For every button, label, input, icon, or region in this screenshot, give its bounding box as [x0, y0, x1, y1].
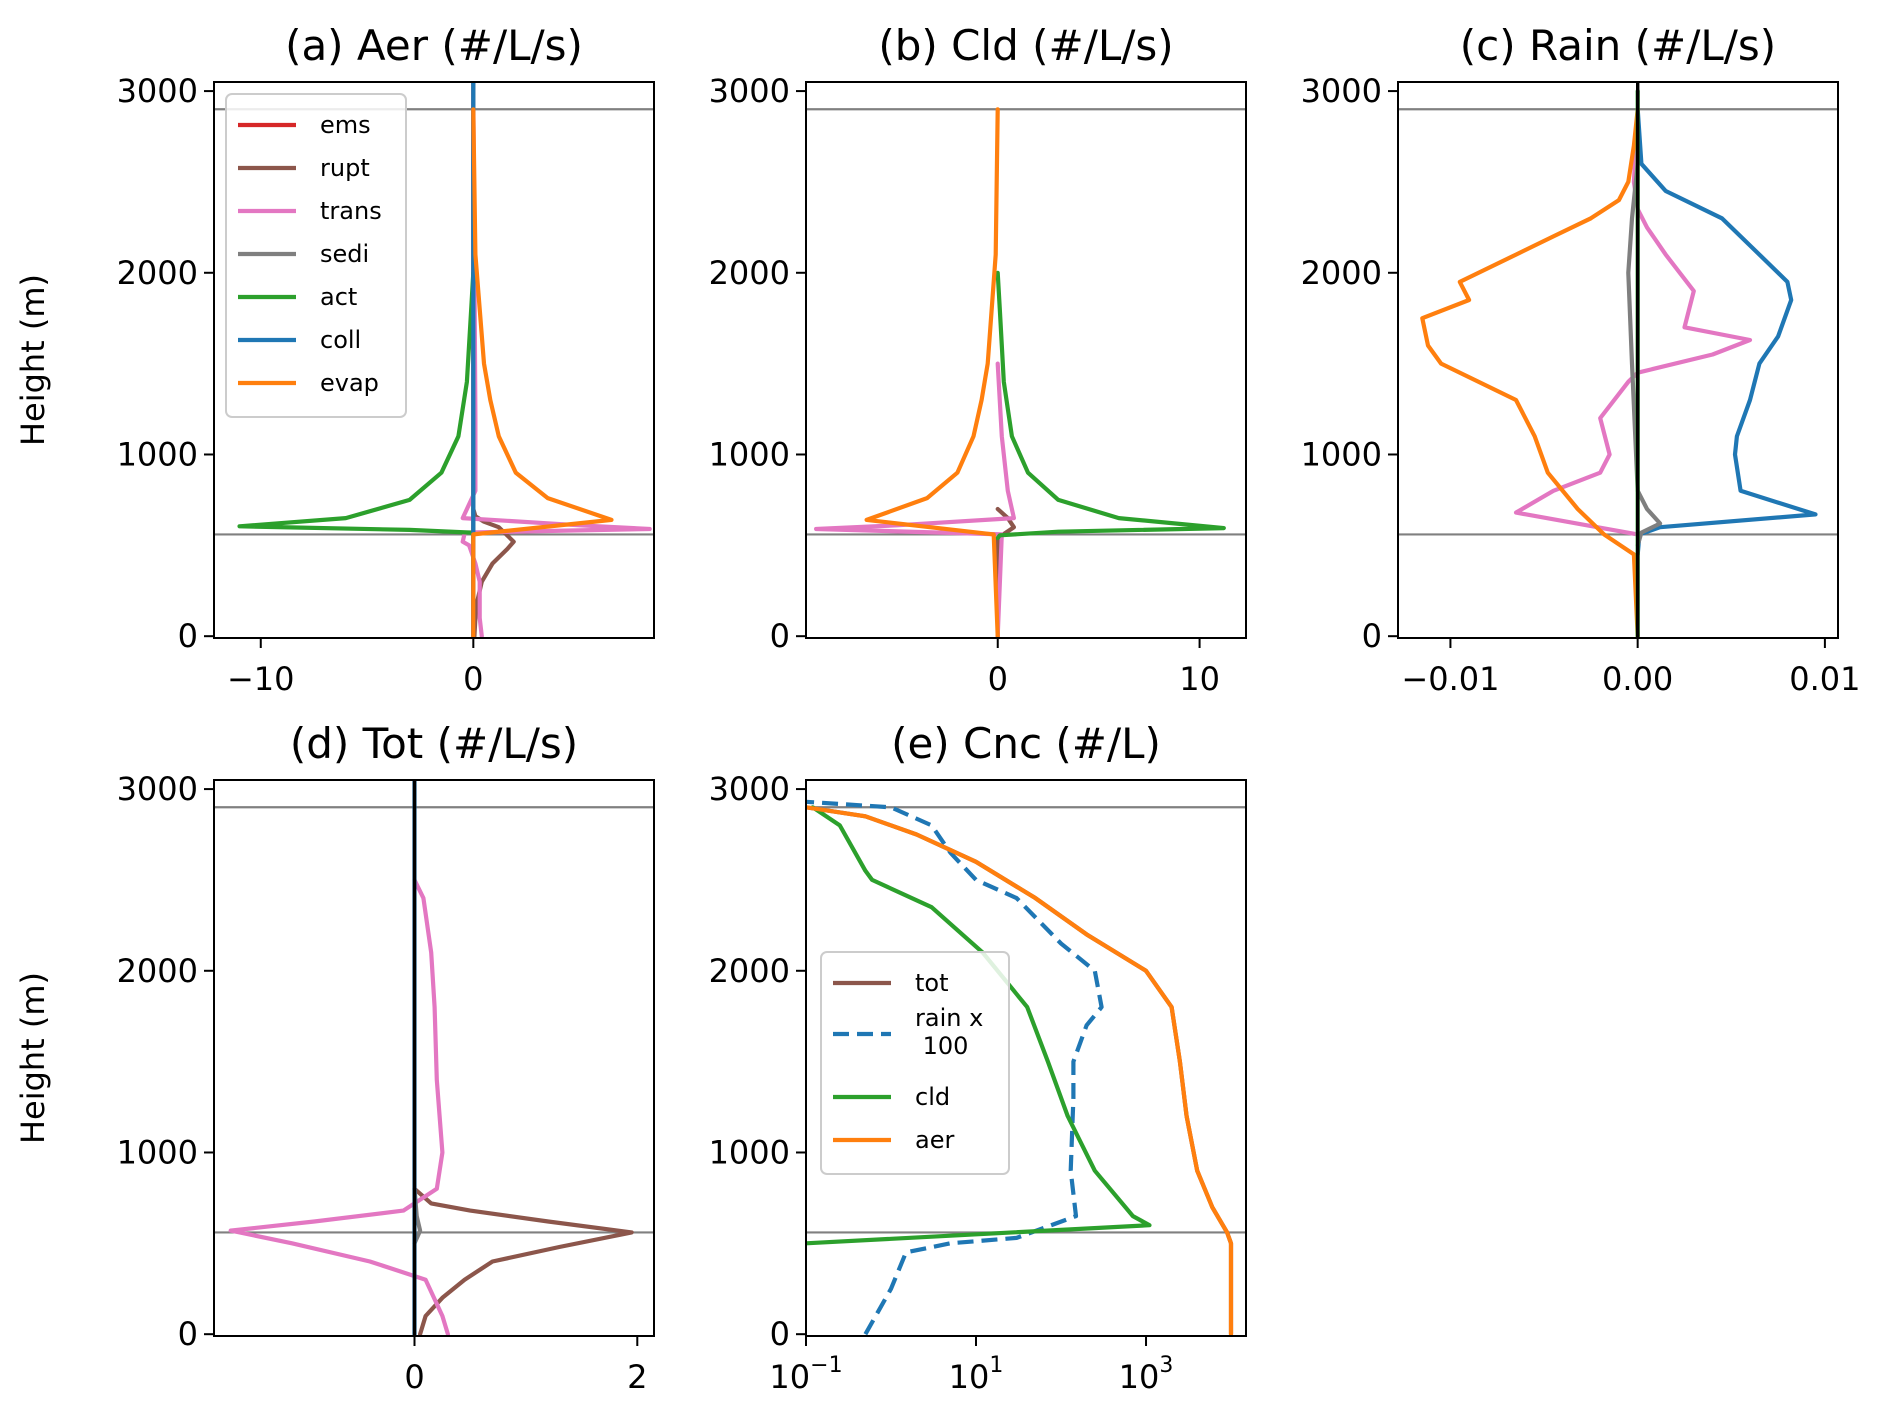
panel-c-series-evap: [1420, 107, 1640, 638]
panel-b-xtick-label: 10: [1179, 660, 1220, 698]
panel-b-axes-frame: [805, 81, 1247, 639]
legend-label-line: rain x: [915, 1004, 983, 1032]
panel-c-ytick-label: 3000: [1301, 72, 1382, 110]
panel-e-ytick-label: 2000: [709, 952, 790, 990]
legend-label-trans: trans: [320, 197, 382, 225]
panel-a-series-act: [237, 270, 476, 537]
panel-b-plot-area: [806, 107, 1246, 638]
panel-c-xtick-label: 0.00: [1602, 660, 1673, 698]
panel-e-ytick-label: 3000: [709, 770, 790, 808]
panel-d-ytick-label: 1000: [117, 1133, 198, 1171]
panel-b-ytick-label: 0: [770, 617, 790, 655]
legend-label-sedi: sedi: [320, 240, 369, 268]
xtick-exponent: 1: [989, 1353, 1003, 1378]
legend-label-rain: rain x 100: [915, 1004, 983, 1060]
panel-b-series-rupt: [995, 506, 1017, 638]
panel-e-title: (e) Cnc (#/L): [891, 719, 1161, 768]
panel-d-xtick-label: 2: [627, 1358, 647, 1396]
panel-a-xtick-label: 0: [463, 660, 483, 698]
panel-d-ylabel: Height (m): [14, 972, 52, 1144]
panel-c-ytick-label: 1000: [1301, 435, 1382, 473]
xtick-exponent: −1: [810, 1353, 842, 1378]
panel-a-ytick-label: 2000: [117, 254, 198, 292]
panel-e-xtick-label: 101: [949, 1353, 1004, 1396]
panel-e-series-aer: [806, 805, 1234, 1336]
panel-c-plot-area: [1398, 82, 1838, 638]
panel-b-ytick-label: 2000: [709, 254, 790, 292]
panel-b-series-evap: [864, 107, 1000, 638]
legend-label-line: 100: [915, 1032, 968, 1060]
legend-label-cld: cld: [915, 1083, 950, 1111]
panel-d-tot: (d) Tot (#/L/s) Height (m) 0 1000 2000 3000 0 2: [14, 719, 655, 1396]
panel-e-plot-area: [806, 799, 1246, 1336]
panel-c-xtick-label: −0.01: [1401, 660, 1499, 698]
panel-c-ytick-label: 0: [1362, 617, 1382, 655]
xtick-base: 10: [1119, 1358, 1160, 1396]
panel-a-ytick-label: 3000: [117, 72, 198, 110]
panel-c-rain: (c) Rain (#/L/s) 0 1000 2000 3000 −0.01 0.00 0.…: [1301, 21, 1861, 698]
panel-e-xtick-label: 10−1: [769, 1353, 842, 1396]
panel-a-title: (a) Aer (#/L/s): [285, 21, 583, 70]
panel-d-ytick-label: 0: [178, 1315, 198, 1353]
panel-a-aer: (a) Aer (#/L/s) Height (m) 0 1000 2000 3000 −1…: [14, 21, 655, 698]
panel-c-title: (c) Rain (#/L/s): [1460, 21, 1776, 70]
panel-b-series-trans: [813, 361, 1017, 638]
legend-frame: [225, 93, 407, 418]
panel-d-series-rupt: [412, 1186, 634, 1336]
panel-c-series-coll: [1635, 107, 1818, 557]
legend-label-aer: aer: [915, 1126, 954, 1154]
panel-a-plot-area: [214, 82, 654, 638]
panel-c-ytick-label: 2000: [1301, 254, 1382, 292]
xtick-exponent: 3: [1159, 1353, 1173, 1378]
panel-b-cld: (b) Cld (#/L/s) 0 1000 2000 3000 0 10: [709, 21, 1247, 698]
panel-d-plot-area: [214, 780, 654, 1336]
panel-d-xtick-label: 0: [404, 1358, 424, 1396]
panel-a-xtick-label: −10: [227, 660, 295, 698]
panel-c-axes-frame: [1397, 81, 1839, 639]
panel-c-series-trans: [1513, 107, 1753, 537]
panel-e-xtick-label: 103: [1119, 1353, 1174, 1396]
panel-b-series-act: [995, 270, 1226, 541]
panel-e-legend: tot rain x 100 cld aer: [820, 951, 1010, 1175]
xtick-base: 10: [769, 1358, 810, 1396]
panel-d-ytick-label: 2000: [117, 952, 198, 990]
panel-a-legend: ems rupt trans sedi act coll evap: [225, 93, 407, 418]
panel-e-series-cld: [806, 805, 1152, 1246]
xtick-base: 10: [949, 1358, 990, 1396]
legend-frame: [820, 951, 1010, 1175]
panel-a-axes-frame: [213, 81, 655, 639]
legend-label-evap: evap: [320, 369, 379, 397]
panel-e-ytick-label: 1000: [709, 1133, 790, 1171]
panel-a-ylabel: Height (m): [14, 274, 52, 446]
panel-b-title: (b) Cld (#/L/s): [878, 21, 1173, 70]
legend-label-ems: ems: [320, 111, 371, 139]
legend-label-rupt: rupt: [320, 154, 370, 182]
panel-e-ytick-label: 0: [770, 1315, 790, 1353]
panel-e-series-rain: [806, 799, 1104, 1336]
legend-label-coll: coll: [320, 326, 361, 354]
panel-d-axes-frame: [213, 779, 655, 1337]
panel-d-series-trans: [228, 877, 450, 1336]
legend-label-act: act: [320, 283, 357, 311]
panel-a-ytick-label: 1000: [117, 435, 198, 473]
legend-label-tot: tot: [915, 969, 949, 997]
panel-b-xtick-label: 0: [988, 660, 1008, 698]
panel-d-ytick-label: 3000: [117, 770, 198, 808]
panel-b-ytick-label: 1000: [709, 435, 790, 473]
panel-a-series-trans: [460, 88, 652, 638]
panel-a-series-evap: [471, 107, 614, 638]
panel-c-xtick-label: 0.01: [1789, 660, 1860, 698]
panel-b-ytick-label: 3000: [709, 72, 790, 110]
panel-d-title: (d) Tot (#/L/s): [290, 719, 578, 768]
panel-e-axes-frame: [805, 779, 1247, 1337]
panel-a-ytick-label: 0: [178, 617, 198, 655]
